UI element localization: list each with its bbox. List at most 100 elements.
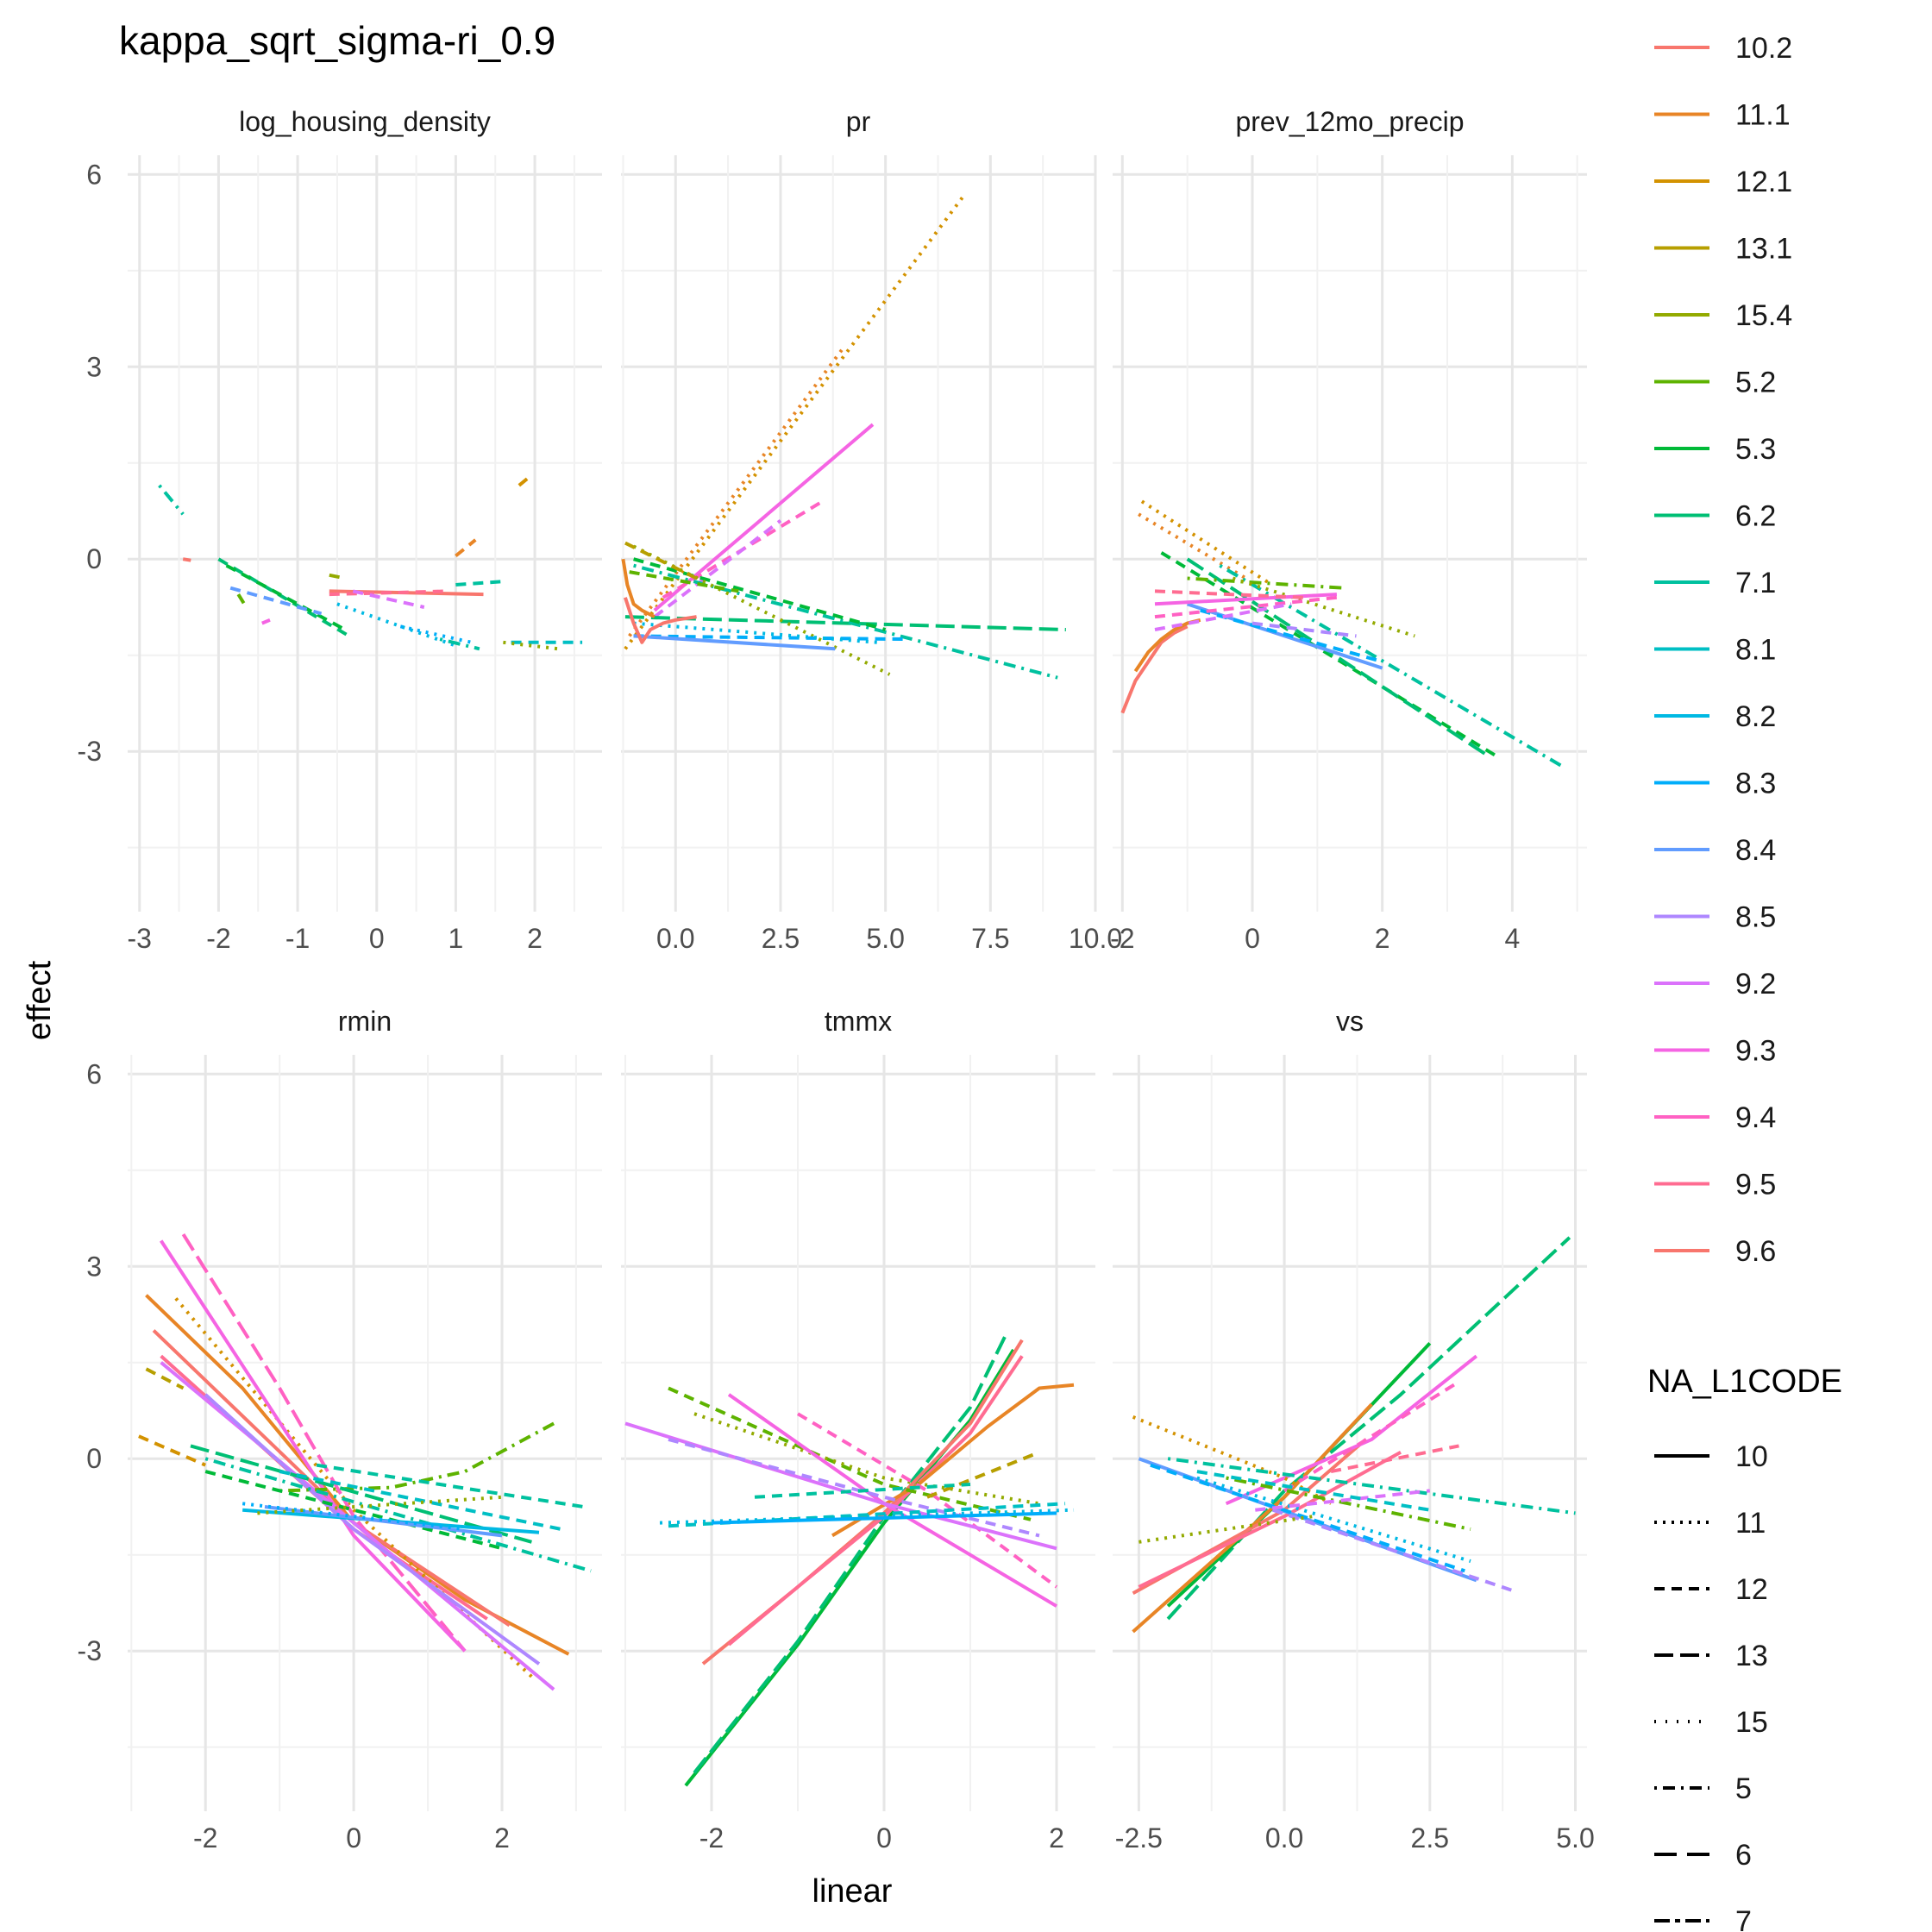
series-line xyxy=(1186,557,1488,756)
panel-strip-label: pr xyxy=(846,106,871,137)
x-tick-label: 7.5 xyxy=(971,923,1009,954)
y-tick-label: -3 xyxy=(78,736,102,767)
legend-label: 11 xyxy=(1735,1507,1766,1540)
series-line xyxy=(279,1421,555,1493)
panel-strip-label: rmin xyxy=(338,1006,392,1037)
series-line xyxy=(796,1412,1058,1589)
x-tick-label: -3 xyxy=(128,923,152,954)
y-tick-label: 3 xyxy=(86,1251,102,1282)
legend-label: 13 xyxy=(1735,1640,1768,1672)
legend-label: 6 xyxy=(1735,1839,1752,1872)
series-line xyxy=(145,1294,570,1656)
y-axis-label: effect xyxy=(22,960,58,1040)
x-axis-label: linear xyxy=(812,1873,893,1910)
linetype-legend-entry: 7 xyxy=(1654,1905,1752,1932)
series-line xyxy=(352,589,425,609)
series-line xyxy=(225,563,347,631)
color-legend-entry: 8.5 xyxy=(1654,901,1776,934)
series-line xyxy=(1330,1444,1459,1474)
series-line xyxy=(204,1393,541,1665)
y-tick-label: 6 xyxy=(86,159,102,190)
panel-prev-12mo-precip: prev_12mo_precip -2 0 2 4 xyxy=(1110,106,1587,954)
series-line xyxy=(455,580,504,586)
series-line xyxy=(257,1495,503,1515)
series-line xyxy=(518,474,532,487)
linetype-legend-entry: 6 xyxy=(1654,1839,1752,1872)
series-line xyxy=(439,637,480,651)
color-legend-entry: 12.1 xyxy=(1654,166,1792,198)
series-line xyxy=(1132,1402,1373,1634)
color-legend-entry: 5.2 xyxy=(1654,367,1776,399)
legend-label: 8.4 xyxy=(1735,834,1776,867)
x-tick-label: -2.5 xyxy=(1115,1822,1163,1854)
legend-label: 5 xyxy=(1735,1772,1752,1805)
panels-layer: log_housing_density -3 0 3 6 -3 -2 -1 0 1 2 pr 0.0 2.… xyxy=(78,106,1595,1854)
series-line xyxy=(1186,602,1383,670)
color-legend-entry: 9.6 xyxy=(1654,1235,1776,1268)
series-line xyxy=(633,634,907,642)
linetype-legend-title: NA_L1CODE xyxy=(1647,1364,1842,1400)
legend-label: 11.1 xyxy=(1735,99,1791,132)
series-line xyxy=(633,621,878,644)
series-line xyxy=(455,538,477,558)
y-tick-label: 3 xyxy=(86,351,102,382)
series-line xyxy=(1167,1457,1576,1515)
x-tick-label: 0 xyxy=(1245,923,1260,954)
series-line xyxy=(204,1457,592,1573)
series-line xyxy=(1138,1515,1314,1544)
series-line xyxy=(158,484,185,516)
x-tick-label: 10.0 xyxy=(1069,923,1122,954)
series-line xyxy=(329,573,346,580)
linetype-legend: NA_L1CODE 10 11 12 13 15 5 6 7 xyxy=(1647,1364,1842,1932)
legend-label: 15 xyxy=(1735,1706,1768,1739)
series-line xyxy=(693,1412,1040,1506)
y-tick-label: -3 xyxy=(78,1635,102,1666)
x-tick-label: 2 xyxy=(527,923,543,954)
series-line xyxy=(1120,624,1189,714)
x-tick-label: 0.0 xyxy=(1265,1822,1303,1854)
panel-strip-label: log_housing_density xyxy=(239,106,491,137)
series-line xyxy=(1154,595,1338,619)
series-line xyxy=(217,557,350,638)
series-line xyxy=(629,570,739,593)
series-line xyxy=(1226,1476,1471,1531)
legend-label: 9.5 xyxy=(1735,1169,1776,1201)
series-line xyxy=(1138,1451,1402,1589)
x-tick-label: 0.0 xyxy=(656,923,694,954)
x-tick-label: 2 xyxy=(494,1822,510,1854)
series-line xyxy=(623,597,697,644)
panel-strip-label: prev_12mo_precip xyxy=(1235,106,1464,137)
color-legend-entry: 9.3 xyxy=(1654,1035,1776,1068)
series-line xyxy=(399,624,473,644)
series-line xyxy=(138,1434,206,1467)
series-line xyxy=(624,541,698,580)
color-legend-entry: 11.1 xyxy=(1654,99,1791,132)
legend-label: 6.2 xyxy=(1735,500,1776,533)
x-tick-label: -2 xyxy=(699,1822,724,1854)
series-line xyxy=(145,1367,185,1390)
series-line xyxy=(503,640,559,651)
color-legend: 10.2 11.1 12.1 13.1 15.4 5.2 5.3 6.2 7.1 8.1 8.2 8.… xyxy=(1654,32,1792,1268)
series-line xyxy=(1271,1508,1512,1592)
y-tick-label: 0 xyxy=(86,543,102,574)
y-tick-label: 0 xyxy=(86,1443,102,1474)
color-legend-entry: 6.2 xyxy=(1654,500,1776,533)
x-tick-label: 5.0 xyxy=(866,923,904,954)
series-line xyxy=(668,1502,1066,1528)
series-line xyxy=(1154,602,1292,631)
legend-label: 8.3 xyxy=(1735,768,1776,800)
x-tick-label: 4 xyxy=(1504,923,1520,954)
panel-strip-label: vs xyxy=(1336,1006,1364,1037)
series-line xyxy=(181,1233,467,1653)
legend-label: 8.2 xyxy=(1735,700,1776,733)
x-tick-label: 1 xyxy=(448,923,464,954)
color-legend-entry: 13.1 xyxy=(1654,233,1792,266)
series-line xyxy=(653,519,782,618)
series-line xyxy=(633,557,887,631)
series-line xyxy=(160,1361,555,1691)
series-line xyxy=(754,1483,971,1499)
series-line xyxy=(160,1239,467,1653)
y-tick-label: 6 xyxy=(86,1058,102,1089)
legend-label: 15.4 xyxy=(1735,299,1792,332)
series-line xyxy=(279,1470,562,1531)
